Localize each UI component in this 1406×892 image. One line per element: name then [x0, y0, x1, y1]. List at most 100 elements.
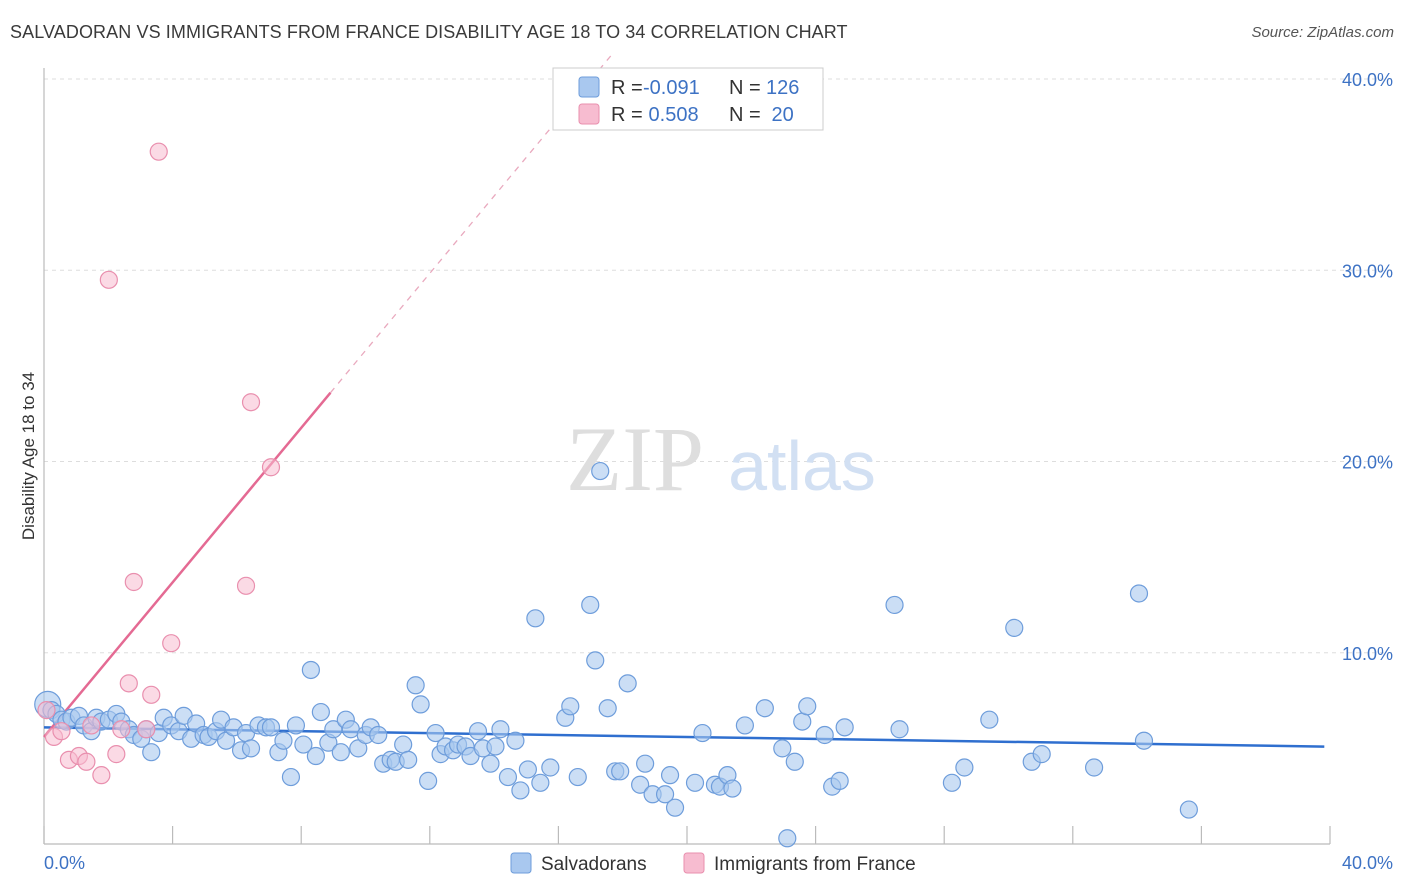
- salvadorans-point: [274, 731, 293, 750]
- france-point: [92, 766, 111, 785]
- france-point: [162, 634, 181, 653]
- salvadorans-point: [591, 461, 610, 481]
- x-tick-label-max: 40.0%: [1342, 853, 1393, 873]
- y-tick-label: 20.0%: [1342, 453, 1393, 473]
- france-point: [82, 716, 101, 735]
- salvadorans-point: [773, 739, 792, 758]
- legend-r-label-1: R =: [611, 77, 643, 99]
- salvadorans-point: [778, 829, 797, 848]
- legend-n-label-2: N =: [729, 104, 761, 126]
- france-point: [149, 142, 168, 161]
- salvadorans-point: [1005, 618, 1024, 637]
- legend-n-label-1: N =: [729, 77, 761, 99]
- salvadorans-point: [506, 731, 525, 750]
- salvadorans-point: [286, 716, 306, 735]
- y-tick-labels: 10.0% 20.0% 30.0% 40.0%: [1342, 70, 1393, 664]
- france-point: [77, 752, 96, 771]
- legend-swatch-pink: [578, 103, 600, 125]
- france-point: [137, 720, 156, 739]
- watermark-atlas: atlas: [728, 427, 876, 505]
- france-point: [241, 393, 261, 412]
- france-point: [52, 722, 71, 741]
- x-axis-ticks: [43, 826, 1331, 844]
- salvadorans-point: [631, 775, 650, 794]
- salvadorans-point: [142, 743, 161, 762]
- salvadorans-point: [611, 762, 630, 781]
- source-label: Source: ZipAtlas.com: [1251, 24, 1394, 41]
- salvadorans-point: [685, 773, 705, 792]
- legend-n-value-2: 20: [766, 104, 794, 126]
- france-point: [236, 576, 256, 595]
- salvadorans-point: [636, 754, 655, 773]
- salvadorans-point: [498, 767, 518, 787]
- salvadorans-point: [491, 720, 510, 739]
- salvadorans-point: [394, 735, 413, 754]
- salvadorans-point: [399, 750, 418, 769]
- salvadorans-point: [411, 695, 430, 714]
- salvadorans-point: [468, 722, 488, 741]
- salvadorans-point: [261, 718, 281, 737]
- legend-r-value-2: 0.508: [643, 104, 699, 126]
- salvadorans-point: [1129, 584, 1149, 603]
- salvadorans-point: [561, 697, 580, 716]
- salvadorans-point: [581, 595, 600, 615]
- trend-lines: [43, 51, 1325, 748]
- france-trend-line: [43, 391, 332, 738]
- legend-r-label-2: R =: [611, 104, 643, 126]
- salvadorans-point: [723, 779, 742, 798]
- salvadorans-point: [885, 595, 904, 615]
- salvadorans-point: [835, 718, 854, 737]
- salvadorans-point: [1134, 731, 1154, 750]
- x-tick-label-min: 0.0%: [44, 853, 85, 873]
- salvadorans-point: [1084, 758, 1104, 777]
- salvadorans-point: [693, 723, 712, 743]
- salvadorans-point: [331, 743, 350, 762]
- france-point: [107, 745, 126, 764]
- france-point: [37, 701, 56, 720]
- salvadorans-point: [660, 766, 680, 785]
- france-point: [112, 720, 131, 739]
- salvadorans-point: [815, 725, 834, 745]
- france-point: [261, 458, 281, 477]
- salvadorans-point: [755, 699, 774, 718]
- salvadorans-point: [511, 781, 530, 800]
- salvadorans-point: [369, 725, 388, 745]
- gridlines: [44, 78, 1393, 654]
- salvadorans-point: [486, 737, 505, 756]
- y-tick-label: 10.0%: [1342, 644, 1393, 664]
- france-points: [37, 142, 281, 785]
- salvadorans-point: [306, 746, 325, 766]
- salvadorans-point: [798, 697, 817, 716]
- bottom-legend-swatch-blue: [510, 852, 532, 874]
- y-tick-label: 30.0%: [1342, 261, 1393, 281]
- bottom-legend-france: Immigrants from France: [714, 854, 916, 875]
- salvadorans-point: [426, 723, 445, 743]
- legend-swatch-blue: [578, 76, 600, 98]
- salvadorans-point: [793, 712, 812, 731]
- france-point: [142, 685, 161, 704]
- correlation-legend: R = -0.091 N = 126 R = 0.508 N = 20: [552, 67, 824, 131]
- salvadorans-point: [526, 609, 545, 628]
- salvadorans-point: [301, 660, 320, 680]
- salvadorans-point: [481, 754, 500, 773]
- salvadorans-point: [955, 758, 974, 777]
- france-point: [124, 572, 143, 592]
- salvadorans-point: [890, 720, 909, 739]
- salvadorans-point: [541, 758, 560, 777]
- series-legend: Salvadorans Immigrants from France: [510, 852, 916, 875]
- salvadorans-point: [785, 752, 804, 771]
- salvadorans-point: [518, 760, 537, 779]
- legend-r-value-1: -0.091: [643, 77, 700, 99]
- salvadorans-points: [34, 461, 1198, 848]
- france-trend-extension: [330, 51, 615, 394]
- salvadorans-point: [406, 676, 425, 695]
- salvadorans-point: [568, 767, 587, 787]
- y-axis-title: Disability Age 18 to 34: [19, 372, 38, 540]
- salvadorans-point: [598, 699, 617, 718]
- salvadorans-point: [311, 702, 330, 722]
- salvadorans-point: [830, 771, 849, 790]
- salvadorans-point: [241, 739, 261, 758]
- salvadorans-point: [665, 798, 685, 817]
- legend-n-value-1: 126: [766, 77, 799, 99]
